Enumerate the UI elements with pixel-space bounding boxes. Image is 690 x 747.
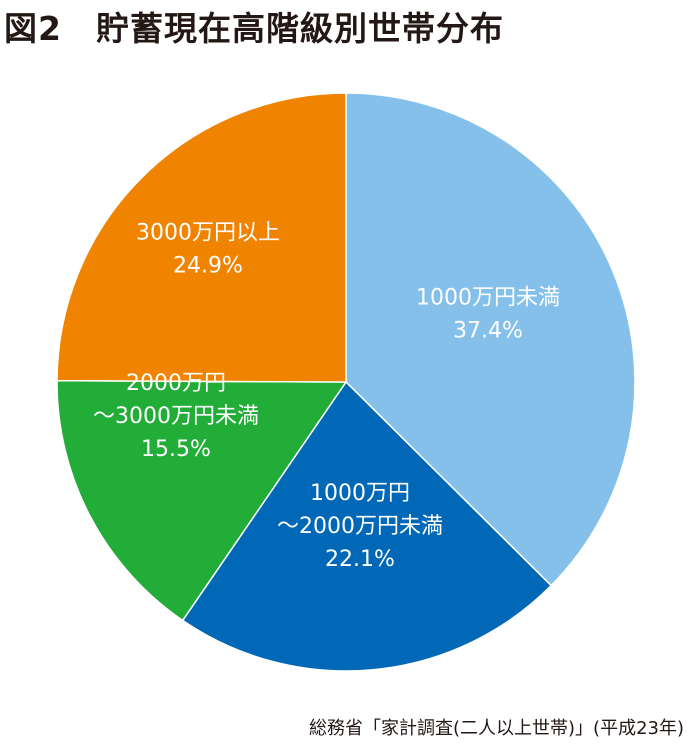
chart-title: 図2 貯蓄現在高階級別世帯分布 [4,9,504,48]
pie-labels: 1000万円未満 37.4% 1000万円 ～2000万円未満 22.1% 2000万円 ～… [93,221,560,573]
slice-label-3: 2000万円 ～3000万円未満 15.5% [93,371,259,462]
slice-label-2: 1000万円 ～2000万円未満 22.1% [277,481,443,572]
pie-slices [56,92,636,672]
slice-value-label: 22.1% [325,547,395,572]
slice-category-label: 1000万円未満 [416,286,560,311]
pie-slice-1 [345,92,636,587]
slice-label-1: 1000万円未満 37.4% [416,286,560,344]
slice-category-label: ～3000万円未満 [93,404,259,429]
slice-category-label: 3000万円以上 [136,221,280,246]
slice-category-label: ～2000万円未満 [277,514,443,539]
pie-slice-4 [56,92,347,383]
pie-slice-2 [181,380,553,672]
slice-category-label: 1000万円 [310,481,410,506]
pie-slice-3 [56,379,348,622]
slice-value-label: 24.9% [173,254,243,279]
slice-category-label: 2000万円 [126,371,226,396]
source-note: 総務省「家計調査(二人以上世帯)」(平成23年) [309,718,684,739]
slice-value-label: 15.5% [141,437,211,462]
slice-label-4: 3000万円以上 24.9% [136,221,280,279]
slice-value-label: 37.4% [453,319,523,344]
